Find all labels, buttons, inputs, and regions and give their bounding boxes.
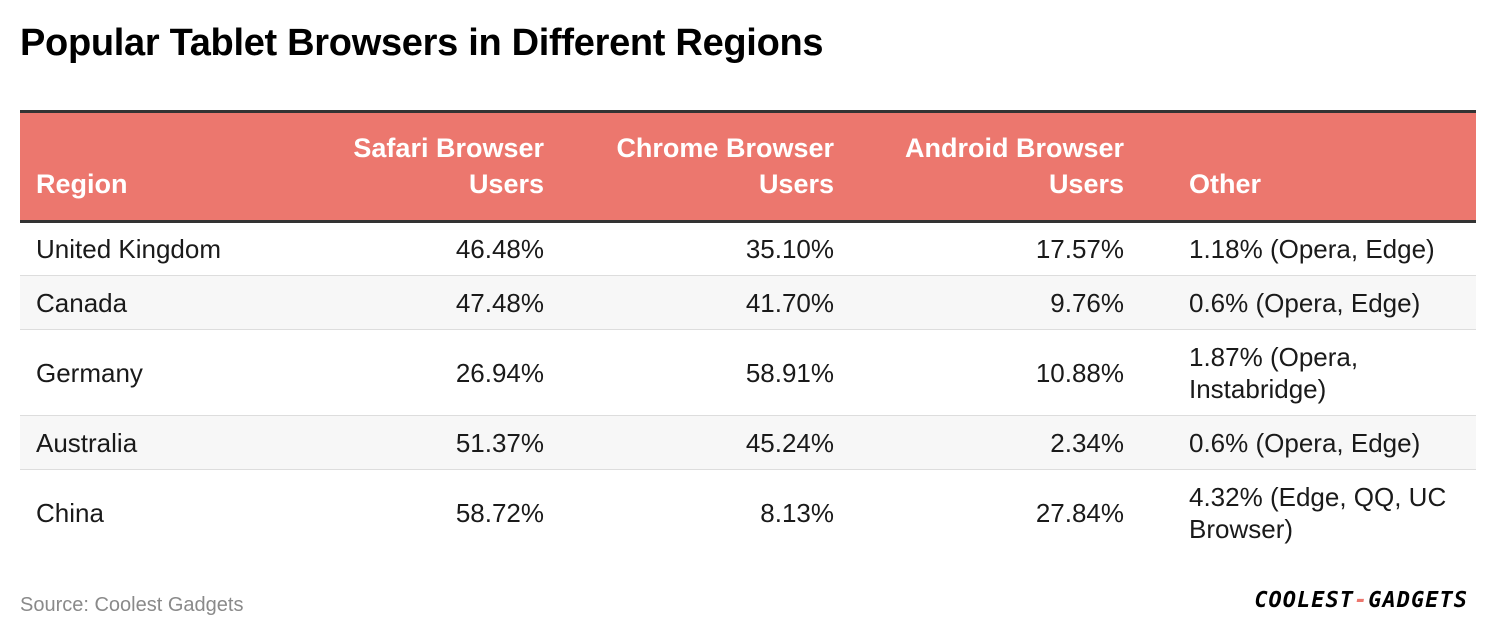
cell-region: United Kingdom xyxy=(20,221,270,276)
source-note: Source: Coolest Gadgets xyxy=(20,594,244,616)
cell-safari: 58.72% xyxy=(455,497,544,528)
cell-region: Canada xyxy=(20,275,270,330)
cell-safari: 51.37% xyxy=(270,415,560,470)
cell-android: 2.34% xyxy=(850,415,1140,470)
cell-region: Australia xyxy=(20,415,270,470)
table-header: Region Safari Browser Users Chrome Brows… xyxy=(20,111,1476,223)
column-header-chrome: Chrome Browser Users xyxy=(560,111,850,223)
cell-safari: 26.94% xyxy=(270,329,560,416)
cell-android: 17.57% xyxy=(850,221,1140,276)
table-row: China 58.72% 8.13% 27.84% 4.32% (Edge, Q… xyxy=(20,470,1476,556)
cell-safari: 47.48% xyxy=(270,275,560,330)
table-row: Germany 26.94% 58.91% 10.88% 1.87% (Oper… xyxy=(20,329,1476,416)
data-table-container: Region Safari Browser Users Chrome Brows… xyxy=(20,110,1476,556)
cell-chrome: 58.91% xyxy=(560,329,850,416)
column-header-region: Region xyxy=(20,111,270,223)
table-row: Canada 47.48% 41.70% 9.76% 0.6% (Opera, … xyxy=(20,275,1476,330)
cell-android: 10.88% xyxy=(850,329,1140,416)
cell-other: 4.32% (Edge, QQ, UC Browser) xyxy=(1189,481,1447,544)
cell-other: 0.6% (Opera, Edge) xyxy=(1140,275,1476,330)
cell-chrome: 35.10% xyxy=(560,221,850,276)
cell-chrome: 45.24% xyxy=(560,415,850,470)
table-body: United Kingdom 46.48% 35.10% 17.57% 1.18… xyxy=(20,221,1476,556)
cell-other: 1.87% (Opera, Instabridge) xyxy=(1140,329,1476,416)
cell-region: China xyxy=(36,497,104,528)
cell-other: 1.18% (Opera, Edge) xyxy=(1140,221,1476,276)
logo-dash: - xyxy=(1354,588,1369,613)
column-header-safari: Safari Browser Users xyxy=(270,111,560,223)
cell-region: Germany xyxy=(20,329,270,416)
data-table: Region Safari Browser Users Chrome Brows… xyxy=(20,110,1476,556)
cell-android: 27.84% xyxy=(1035,497,1124,528)
cell-android: 9.76% xyxy=(850,275,1140,330)
column-header-other: Other xyxy=(1140,111,1476,223)
header-row: Region Safari Browser Users Chrome Brows… xyxy=(20,111,1476,223)
cell-safari: 46.48% xyxy=(270,221,560,276)
table-row: Australia 51.37% 45.24% 2.34% 0.6% (Oper… xyxy=(20,415,1476,470)
logo-text-right: GADGETS xyxy=(1368,588,1468,613)
cell-chrome: 8.13% xyxy=(760,497,834,528)
cell-chrome: 41.70% xyxy=(560,275,850,330)
logo-text-left: COOLEST xyxy=(1254,588,1355,613)
brand-logo: COOLEST-GADGETS xyxy=(1254,588,1468,613)
table-row: United Kingdom 46.48% 35.10% 17.57% 1.18… xyxy=(20,221,1476,276)
column-header-android: Android Browser Users xyxy=(850,111,1140,223)
cell-other: 0.6% (Opera, Edge) xyxy=(1140,415,1476,470)
page-title: Popular Tablet Browsers in Different Reg… xyxy=(20,22,824,64)
